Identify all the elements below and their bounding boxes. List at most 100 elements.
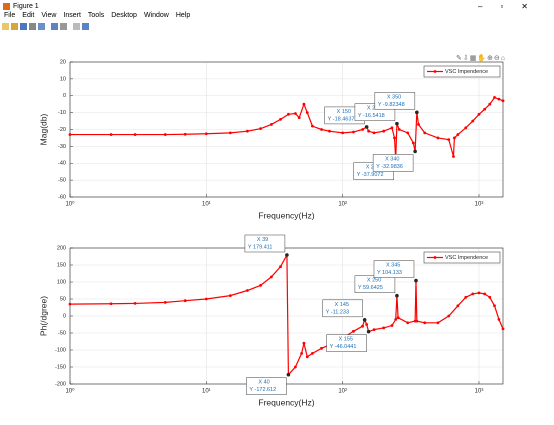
tool[interactable] xyxy=(20,23,27,30)
datatip-text: Y -32.9836 xyxy=(376,164,403,170)
y-tick-label: 200 xyxy=(57,245,66,251)
data-point xyxy=(320,346,323,350)
legend-label: VSC Impendence xyxy=(445,255,488,261)
y-tick-label: -30 xyxy=(58,144,66,150)
datatip-marker xyxy=(362,318,367,322)
data-point xyxy=(390,126,394,130)
axes-toolbar[interactable]: ✎⇩▦✋⊕⊖⌂ xyxy=(456,55,507,62)
datatip-box xyxy=(372,154,414,172)
menu-item[interactable]: View xyxy=(41,12,57,19)
series-line xyxy=(69,252,504,377)
data-point xyxy=(183,299,187,303)
y-tick-label: 50 xyxy=(60,296,66,302)
data-point xyxy=(423,321,427,325)
data-point xyxy=(456,133,460,136)
tool[interactable] xyxy=(2,23,9,30)
datatip-marker xyxy=(414,278,418,283)
data-point xyxy=(68,133,72,136)
datatip-text: X 340 xyxy=(385,156,399,162)
datatip-box xyxy=(322,299,363,318)
y-tick-label: -50 xyxy=(58,178,66,184)
datatip-text: X 150 xyxy=(337,109,351,115)
y-axis-label: Ph(/dgree) xyxy=(38,296,48,336)
datatip-box xyxy=(246,377,287,395)
data-point xyxy=(297,116,301,120)
menu-item[interactable]: Window xyxy=(143,12,169,19)
data-point xyxy=(411,141,415,145)
tool[interactable] xyxy=(38,23,45,30)
tool[interactable] xyxy=(29,23,36,30)
datatip-text: X 145 xyxy=(335,302,349,308)
y-tick-label: -40 xyxy=(58,161,66,167)
data-point xyxy=(477,291,481,295)
data-point xyxy=(501,99,505,103)
y-tick-label: 100 xyxy=(57,279,66,285)
datatip-text: Y -18.4637 xyxy=(328,116,355,122)
data-point xyxy=(293,365,297,369)
legend-marker xyxy=(433,256,437,259)
x-tick-label: 10⁰ xyxy=(65,388,75,395)
datatip-text: X 345 xyxy=(386,263,400,269)
legend-marker xyxy=(433,70,437,73)
tool[interactable] xyxy=(60,23,67,30)
axes-box xyxy=(69,61,504,198)
data-point xyxy=(390,324,394,327)
data-point xyxy=(311,124,314,128)
data-point xyxy=(415,319,419,323)
tool[interactable] xyxy=(51,23,58,30)
datatip-text: Y -16.5418 xyxy=(358,113,385,119)
tool[interactable] xyxy=(11,23,18,30)
datatip-marker xyxy=(285,253,289,257)
window-title: Figure 1 xyxy=(13,2,39,10)
x-tick-label: 10¹ xyxy=(202,389,211,395)
datatip-text: Y -11.233 xyxy=(326,309,349,315)
x-tick-label: 10⁰ xyxy=(65,201,75,208)
data-point xyxy=(367,129,371,133)
data-point xyxy=(417,123,420,126)
menu-item[interactable]: Help xyxy=(175,12,191,19)
data-point xyxy=(501,327,505,331)
datatip-text: X 155 xyxy=(339,337,353,343)
datatip-marker xyxy=(415,110,419,115)
menu-item[interactable]: Edit xyxy=(22,12,35,19)
data-point xyxy=(259,127,262,131)
menu-item[interactable]: Insert xyxy=(63,12,81,19)
x-tick-label: 10³ xyxy=(475,202,484,208)
tool[interactable] xyxy=(82,23,89,30)
data-point xyxy=(163,133,167,136)
title-bar: Figure 1 –▫✕ xyxy=(0,0,554,12)
x-tick-label: 10² xyxy=(338,202,347,208)
data-point xyxy=(305,111,309,115)
menu-item[interactable]: Desktop xyxy=(111,12,137,19)
data-point xyxy=(245,129,249,133)
menu-item[interactable]: File xyxy=(4,12,16,19)
data-point xyxy=(397,128,401,131)
y-tick-label: 150 xyxy=(57,262,66,268)
data-point xyxy=(302,102,306,106)
legend-box xyxy=(423,65,501,78)
menu-item[interactable]: Tools xyxy=(87,12,105,19)
datatip-text: Y -37.9072 xyxy=(357,172,384,178)
data-point xyxy=(406,321,410,325)
data-point xyxy=(341,131,345,135)
datatip-text: X 250 xyxy=(367,278,381,284)
data-point xyxy=(352,329,355,333)
data-point xyxy=(245,289,249,292)
data-point xyxy=(497,318,501,321)
datatip-marker xyxy=(413,149,417,154)
legend: VSC Impendence xyxy=(423,251,501,264)
data-point xyxy=(109,133,113,136)
data-point xyxy=(279,117,282,121)
window-controls[interactable]: –▫✕ xyxy=(478,1,546,11)
datatip-box xyxy=(326,334,367,352)
tool[interactable] xyxy=(73,23,80,30)
data-point xyxy=(396,316,400,320)
data-point xyxy=(464,295,468,299)
data-point xyxy=(477,112,481,116)
y-tick-label: -10 xyxy=(58,110,66,116)
data-point xyxy=(361,128,364,131)
datatip-text: X 250 xyxy=(367,106,381,112)
data-point xyxy=(488,102,492,106)
datatip-box xyxy=(373,260,415,278)
